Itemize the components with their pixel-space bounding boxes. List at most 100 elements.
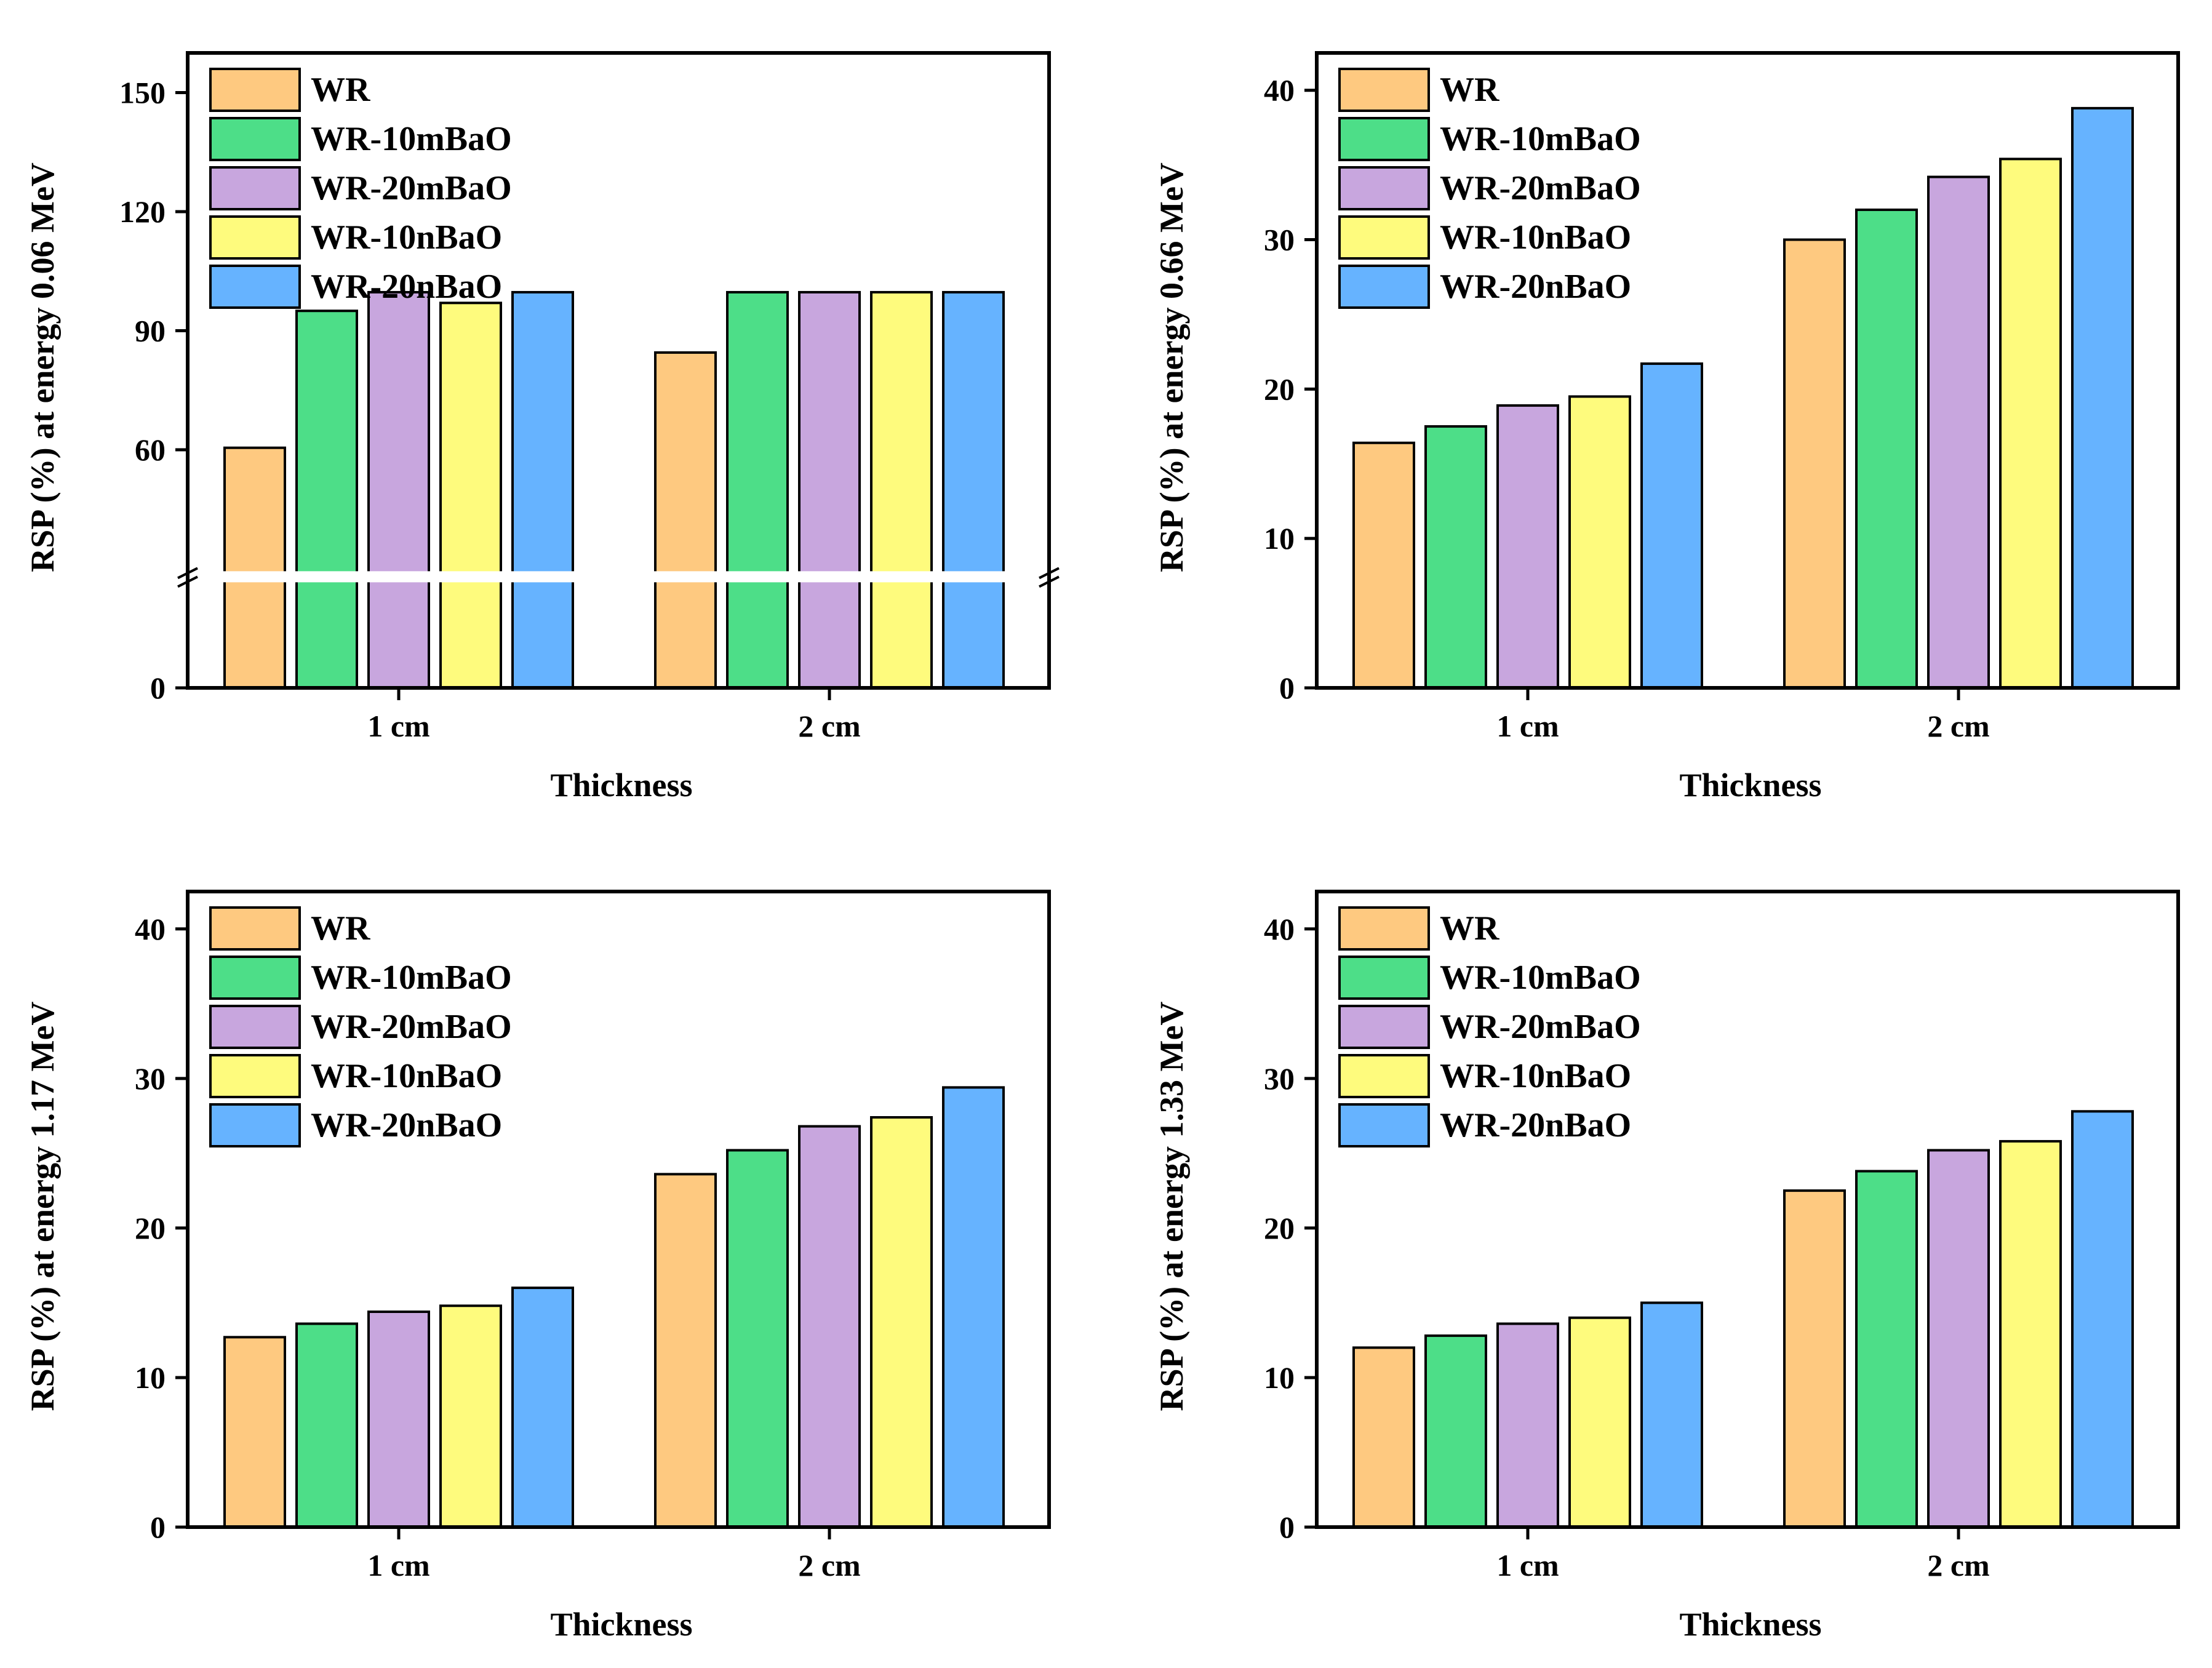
- legend-swatch-wr-10nbao: [1338, 1054, 1430, 1098]
- y-axis-label: RSP (%) at energy 1.17 MeV: [24, 1002, 61, 1411]
- y-tick-label: 120: [119, 194, 166, 229]
- x-tick-label: 2 cm: [1927, 1548, 1989, 1582]
- legend-swatch-wr-20mbao: [209, 166, 301, 210]
- axis-break-gap: [180, 571, 1056, 583]
- bar-wr-20mbao-1-cm: [367, 290, 430, 689]
- legend-swatch-wr-20mbao: [1338, 1005, 1430, 1049]
- y-tick-label: 30: [1264, 223, 1295, 257]
- legend-swatch-wr-20mbao: [209, 1005, 301, 1049]
- y-tick-label: 30: [135, 1061, 166, 1096]
- legend-label-wr-10nbao: WR-10nBaO: [1440, 1057, 1631, 1095]
- legend-label-wr-10mbao: WR-10mBaO: [311, 120, 512, 158]
- x-axis-label: Thickness: [1679, 767, 1821, 804]
- bar-wr-1-cm: [1352, 441, 1415, 689]
- legend-swatch-wr-10mbao: [209, 956, 301, 1000]
- legend-swatch-wr-20nbao: [1338, 1103, 1430, 1147]
- x-tick-label: 1 cm: [1496, 1548, 1559, 1582]
- y-axis-label: RSP (%) at energy 0.06 MeV: [24, 162, 61, 572]
- x-tick-label: 1 cm: [1496, 709, 1559, 743]
- chart-panel-4: 0 10 20 30 40 1 cm 2 cm Thickness RSP (%) at ene…: [1153, 890, 2180, 1643]
- y-tick-label: 60: [135, 433, 166, 467]
- legend-label-wr-20nbao: WR-20nBaO: [1440, 268, 1631, 306]
- chart-panel-2: 0 10 20 30 40 1 cm 2 cm Thickness RSP (%) at ene…: [1153, 51, 2180, 804]
- x-axis-label: Thickness: [1679, 1606, 1821, 1643]
- y-tick-label: 0: [1279, 671, 1295, 705]
- y-tick-label: 40: [1264, 73, 1295, 108]
- bar-wr-2-cm: [654, 351, 717, 689]
- legend-swatch-wr: [209, 68, 301, 112]
- legend-label-wr-20mbao: WR-20mBaO: [1440, 169, 1641, 207]
- bar-wr-20nbao-2-cm: [942, 290, 1005, 689]
- legend-swatch-wr-10nbao: [1338, 215, 1430, 260]
- y-tick-label: 10: [1264, 521, 1295, 556]
- x-tick-label: 1 cm: [367, 1548, 429, 1582]
- legend-swatch-wr-20nbao: [1338, 265, 1430, 309]
- bar-wr-10nbao-2-cm: [1999, 1139, 2062, 1528]
- bar-wr-1-cm: [223, 1336, 286, 1528]
- bar-wr-20nbao-2-cm: [942, 1086, 1005, 1529]
- legend-label-wr-10mbao: WR-10mBaO: [1440, 959, 1641, 997]
- bar-wr-10nbao-2-cm: [870, 1116, 933, 1528]
- y-tick-label: 20: [1264, 1211, 1295, 1245]
- chart-panel-3: 0 10 20 30 40 1 cm 2 cm Thickness RSP (%) at ene…: [24, 890, 1051, 1643]
- y-tick-label: 0: [150, 671, 166, 705]
- bar-wr-10nbao-1-cm: [1568, 395, 1631, 690]
- bar-wr-20mbao-2-cm: [798, 1125, 861, 1528]
- y-tick-label: 0: [1279, 1510, 1295, 1544]
- bar-wr-10nbao-2-cm: [870, 290, 933, 689]
- bar-wr-10nbao-1-cm: [439, 301, 502, 690]
- bar-wr-20nbao-1-cm: [1640, 1301, 1703, 1529]
- legend-swatch-wr-10mbao: [1338, 117, 1430, 161]
- plot-frame: [1315, 890, 2180, 1529]
- legend-label-wr-20mbao: WR-20mBaO: [1440, 1008, 1641, 1046]
- x-tick-label: 1 cm: [367, 709, 429, 743]
- y-tick-label: 20: [1264, 372, 1295, 406]
- bar-wr-10mbao-2-cm: [1855, 1170, 1918, 1528]
- x-tick-label: 2 cm: [798, 1548, 860, 1582]
- legend-label-wr: WR: [311, 909, 370, 948]
- legend-swatch-wr-20nbao: [209, 1103, 301, 1147]
- plot-frame: [186, 890, 1051, 1529]
- legend-label-wr-20nbao: WR-20nBaO: [311, 1106, 502, 1144]
- bar-wr-20mbao-2-cm: [1927, 1149, 1990, 1529]
- bar-wr-10nbao-1-cm: [1568, 1316, 1631, 1528]
- bar-wr-20nbao-1-cm: [511, 1287, 574, 1529]
- legend-label-wr: WR: [1440, 71, 1499, 109]
- legend-label-wr: WR: [1440, 909, 1499, 948]
- bar-wr-10mbao-2-cm: [1855, 208, 1918, 689]
- legend-label-wr-20mbao: WR-20mBaO: [311, 169, 512, 207]
- y-tick-label: 150: [119, 76, 166, 110]
- legend-label-wr-10mbao: WR-10mBaO: [311, 959, 512, 997]
- legend-swatch-wr-10nbao: [209, 215, 301, 260]
- bar-wr-10mbao-1-cm: [1424, 425, 1487, 689]
- y-tick-label: 20: [135, 1211, 166, 1245]
- x-tick-label: 2 cm: [1927, 709, 1989, 743]
- legend-label-wr-10mbao: WR-10mBaO: [1440, 120, 1641, 158]
- y-tick-label: 40: [1264, 912, 1295, 946]
- legend-label-wr: WR: [311, 71, 370, 109]
- legend-label-wr-10nbao: WR-10nBaO: [1440, 218, 1631, 257]
- legend-swatch-wr: [1338, 68, 1430, 112]
- bar-wr-10nbao-2-cm: [1999, 158, 2062, 689]
- legend-label-wr-10nbao: WR-10nBaO: [311, 218, 502, 257]
- bar-wr-2-cm: [1783, 238, 1846, 689]
- x-axis-label: Thickness: [550, 1606, 692, 1643]
- bar-wr-20mbao-2-cm: [1927, 175, 1990, 689]
- x-tick-label: 2 cm: [798, 709, 860, 743]
- bar-wr-10mbao-1-cm: [1424, 1334, 1487, 1529]
- legend-label-wr-20nbao: WR-20nBaO: [311, 268, 502, 306]
- chart-panel-1: 0 60 90 120 150 1 cm 2 cm Thickness RSP (%) at e…: [24, 51, 1060, 804]
- bar-wr-10mbao-2-cm: [726, 290, 789, 689]
- legend-swatch-wr: [1338, 906, 1430, 951]
- bar-wr-10mbao-1-cm: [295, 309, 358, 689]
- bar-wr-10mbao-1-cm: [295, 1322, 358, 1528]
- bar-wr-20nbao-2-cm: [2071, 106, 2134, 689]
- y-axis-label: RSP (%) at energy 0.66 MeV: [1153, 162, 1190, 572]
- plot-frame: [1315, 51, 2180, 690]
- y-axis-label: RSP (%) at energy 1.33 MeV: [1153, 1002, 1190, 1411]
- bar-wr-10nbao-1-cm: [439, 1304, 502, 1528]
- y-tick-label: 10: [1264, 1360, 1295, 1395]
- legend-swatch-wr: [209, 906, 301, 951]
- bar-wr-2-cm: [1783, 1189, 1846, 1528]
